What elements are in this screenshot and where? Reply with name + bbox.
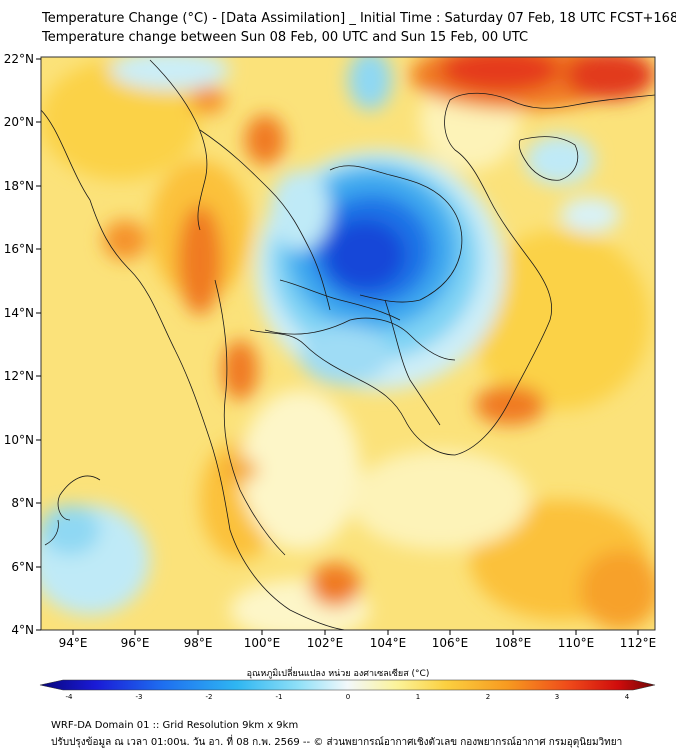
colorbar-tick-label: 2 — [486, 693, 490, 701]
lon-label: 98°E — [184, 636, 213, 650]
colorbar: -4 -3 -2 -1 0 1 2 3 4 — [39, 679, 656, 701]
lon-label: 108°E — [495, 636, 532, 650]
lat-label: 18°N — [4, 179, 34, 193]
lon-label: 110°E — [558, 636, 595, 650]
lat-label: 8°N — [11, 496, 34, 510]
colorbar-title: อุณหภูมิเปลี่ยนแปลง หน่วย องศาเซลเซียส (… — [246, 669, 430, 679]
lat-label: 6°N — [11, 560, 34, 574]
map-title-line2: Temperature change between Sun 08 Feb, 0… — [42, 30, 529, 45]
lon-label: 106°E — [432, 636, 469, 650]
lon-label: 100°E — [244, 636, 281, 650]
colorbar-tick-label: 0 — [346, 693, 350, 701]
lat-label: 16°N — [4, 242, 34, 256]
lat-label: 14°N — [4, 306, 34, 320]
colorbar-tick-label: -4 — [66, 693, 74, 701]
lat-label: 22°N — [4, 52, 34, 66]
lon-label: 94°E — [59, 636, 88, 650]
colorbar-gradient — [39, 679, 656, 691]
colorbar-tick-label: -1 — [276, 693, 283, 701]
temperature-field — [41, 57, 655, 630]
model-info: WRF-DA Domain 01 :: Grid Resolution 9km … — [51, 720, 299, 731]
lon-label: 102°E — [307, 636, 344, 650]
colorbar-tick-label: -3 — [136, 693, 143, 701]
lat-label: 12°N — [4, 369, 34, 383]
lon-label: 112°E — [620, 636, 657, 650]
map-title-line1: Temperature Change (°C) - [Data Assimila… — [42, 11, 676, 26]
lon-axis: 94°E 96°E 98°E 100°E 102°E 104°E 106°E 1… — [59, 630, 657, 650]
colorbar-tick-label: 3 — [555, 693, 559, 701]
lon-label: 96°E — [121, 636, 150, 650]
lat-label: 20°N — [4, 115, 34, 129]
colorbar-tick-label: 1 — [416, 693, 420, 701]
map-frame — [40, 56, 656, 631]
lat-axis: 22°N 20°N 18°N 16°N 14°N 12°N 10°N 8°N 6… — [4, 52, 41, 637]
update-credit: ปรับปรุงข้อมูล ณ เวลา 01:00น. วัน อา. ที… — [51, 737, 623, 748]
lat-label: 10°N — [4, 433, 34, 447]
coastline-borders — [41, 59, 655, 630]
colorbar-tick-label: -2 — [206, 693, 213, 701]
colorbar-tick-label: 4 — [625, 693, 630, 701]
lat-label: 4°N — [11, 623, 34, 637]
lon-label: 104°E — [370, 636, 407, 650]
